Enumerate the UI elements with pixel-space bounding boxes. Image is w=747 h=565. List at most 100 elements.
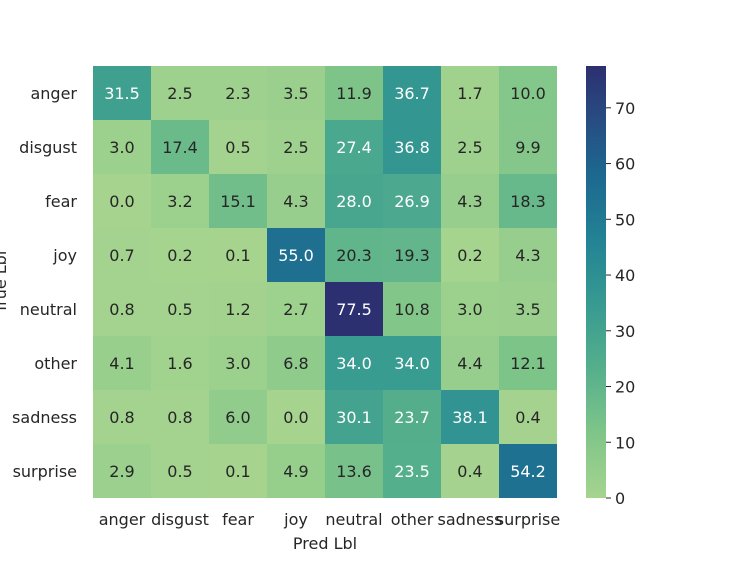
- heatmap-cell: [209, 120, 267, 174]
- heatmap-cell: [499, 228, 557, 282]
- heatmap-cell: [267, 336, 325, 390]
- cell-value-label: 28.0: [336, 192, 372, 211]
- heatmap-cell: [499, 336, 557, 390]
- heatmap-cell: [499, 282, 557, 336]
- heatmap-cell: [209, 66, 267, 120]
- heatmap-cell: [267, 390, 325, 444]
- cell-value-label: 6.8: [283, 354, 308, 373]
- heatmap-cell: [325, 120, 383, 174]
- y-axis-tick-labels: anger disgust fear joy neutral other sadness su…: [12, 84, 77, 481]
- heatmap-cell: [383, 444, 441, 498]
- colorbar-tick-label: 40: [615, 266, 635, 285]
- cell-value-label: 4.3: [515, 246, 540, 265]
- cell-value-label: 2.9: [109, 462, 134, 481]
- cell-value-label: 38.1: [452, 408, 488, 427]
- heatmap-cell: [325, 390, 383, 444]
- heatmap-cell: [209, 174, 267, 228]
- heatmap-cell: [441, 444, 499, 498]
- cell-value-label: 0.8: [109, 408, 134, 427]
- heatmap-cell: [383, 120, 441, 174]
- y-tick-label: surprise: [13, 462, 77, 481]
- cell-value-label: 55.0: [278, 246, 314, 265]
- heatmap-cells: [93, 66, 557, 498]
- heatmap-cell: [209, 228, 267, 282]
- heatmap-cell: [93, 444, 151, 498]
- colorbar-tick-label: 0: [615, 489, 625, 508]
- colorbar-tick-label: 20: [615, 378, 635, 397]
- y-tick-label: neutral: [20, 300, 77, 319]
- colorbar-tick-label: 60: [615, 155, 635, 174]
- x-tick-label: fear: [222, 510, 254, 529]
- heatmap-cell: [499, 390, 557, 444]
- cell-value-label: 19.3: [394, 246, 430, 265]
- cell-value-label: 3.0: [109, 138, 134, 157]
- cell-value-label: 13.6: [336, 462, 372, 481]
- cell-value-label: 0.5: [167, 462, 192, 481]
- cell-value-label: 2.5: [283, 138, 308, 157]
- cell-value-label: 34.0: [394, 354, 430, 373]
- cell-value-label: 26.9: [394, 192, 430, 211]
- cell-value-label: 23.5: [394, 462, 430, 481]
- heatmap-cell: [267, 120, 325, 174]
- heatmap-cell: [383, 390, 441, 444]
- heatmap-cell: [499, 66, 557, 120]
- cell-value-label: 9.9: [515, 138, 540, 157]
- heatmap-cell: [325, 66, 383, 120]
- colorbar-tick-label: 10: [615, 433, 635, 452]
- cell-value-label: 10.0: [510, 84, 546, 103]
- heatmap-cell: [441, 174, 499, 228]
- x-tick-label: anger: [99, 510, 146, 529]
- cell-value-label: 4.1: [109, 354, 134, 373]
- colorbar-gradient: [586, 66, 606, 498]
- cell-value-label: 2.7: [283, 300, 308, 319]
- heatmap-cell: [267, 228, 325, 282]
- heatmap-cell: [93, 228, 151, 282]
- heatmap-cell: [209, 390, 267, 444]
- colorbar-tick-label: 70: [615, 99, 635, 118]
- cell-value-label: 54.2: [510, 462, 546, 481]
- cell-value-label: 2.3: [225, 84, 250, 103]
- cell-value-label: 0.8: [109, 300, 134, 319]
- colorbar-tick-label: 50: [615, 210, 635, 229]
- cell-value-label: 17.4: [162, 138, 198, 157]
- heatmap-cell: [325, 282, 383, 336]
- cell-value-label: 3.0: [225, 354, 250, 373]
- y-tick-label: other: [34, 354, 77, 373]
- cell-value-label: 0.1: [225, 246, 250, 265]
- x-axis-title: Pred Lbl: [293, 534, 357, 553]
- heatmap-cell: [441, 228, 499, 282]
- cell-value-label: 6.0: [225, 408, 250, 427]
- heatmap-cell: [383, 336, 441, 390]
- y-tick-label: sadness: [12, 408, 77, 427]
- cell-value-label: 11.9: [336, 84, 372, 103]
- cell-value-label: 0.4: [457, 462, 482, 481]
- heatmap-cell: [441, 336, 499, 390]
- heatmap-cell: [209, 336, 267, 390]
- cell-value-label: 77.5: [336, 300, 372, 319]
- heatmap-cell: [151, 174, 209, 228]
- x-tick-label: neutral: [325, 510, 382, 529]
- heatmap-cell: [93, 282, 151, 336]
- y-tick-label: disgust: [19, 138, 77, 157]
- heatmap-cell: [325, 174, 383, 228]
- colorbar-tick-label: 30: [615, 322, 635, 341]
- cell-value-label: 0.5: [225, 138, 250, 157]
- x-axis-tick-labels: anger disgust fear joy neutral other sadnesssu…: [99, 510, 560, 529]
- heatmap-cell: [151, 444, 209, 498]
- heatmap-cell: [383, 228, 441, 282]
- heatmap-cell: [151, 282, 209, 336]
- y-tick-label: fear: [45, 192, 77, 211]
- cell-value-label: 0.8: [167, 408, 192, 427]
- heatmap-cell: [151, 390, 209, 444]
- x-tick-label: sadness: [438, 510, 503, 529]
- heatmap-cell: [93, 66, 151, 120]
- x-tick-label: other: [391, 510, 434, 529]
- heatmap-cell: [267, 444, 325, 498]
- cell-value-label: 23.7: [394, 408, 430, 427]
- cell-value-label: 30.1: [336, 408, 372, 427]
- heatmap-cell: [499, 120, 557, 174]
- cell-value-label: 4.4: [457, 354, 482, 373]
- colorbar: 0 10 20 30 40 50 60 70: [586, 66, 635, 508]
